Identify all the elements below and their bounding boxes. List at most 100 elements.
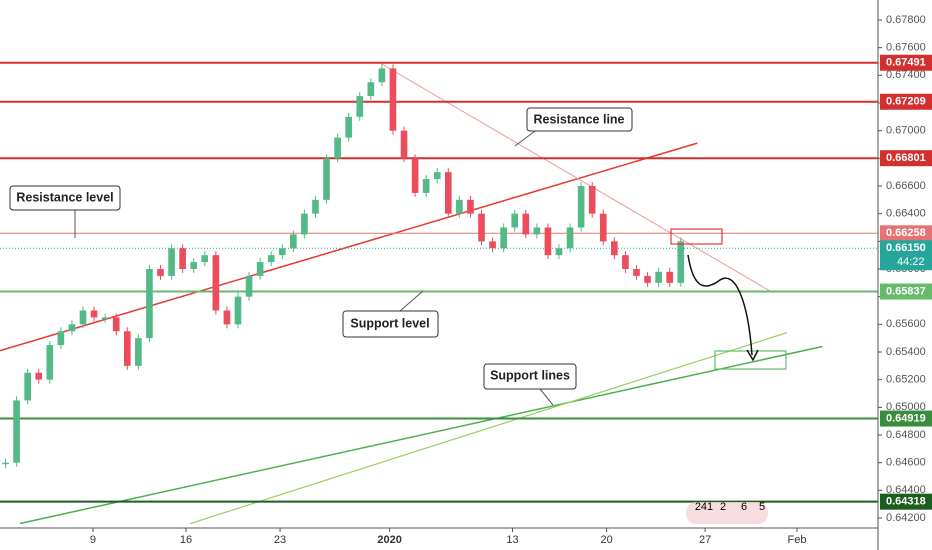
level-tag	[880, 150, 932, 167]
candle	[79, 310, 87, 325]
level-tag	[880, 410, 932, 427]
x-tick-label: 13	[506, 534, 518, 546]
candle	[234, 296, 242, 325]
stat: 5	[759, 501, 765, 513]
callout-text: Resistance line	[533, 112, 624, 126]
idea-stats: 241 2 6 5	[686, 501, 768, 524]
candle	[135, 338, 142, 366]
y-tick-label: 0.66400	[886, 208, 926, 220]
annotations: Resistance level Resistance line Support…	[9, 107, 787, 406]
level-tag	[880, 93, 932, 110]
x-tick-label: 16	[180, 534, 192, 546]
x-tick-label: 9	[90, 534, 96, 546]
candle	[622, 255, 629, 269]
y-tick-label: 0.67600	[886, 42, 926, 54]
candle	[35, 372, 43, 380]
candle	[611, 241, 618, 256]
candle	[123, 331, 131, 366]
level-tag	[880, 283, 932, 300]
callout	[9, 185, 121, 211]
candle	[223, 310, 231, 325]
candle	[456, 199, 463, 214]
callout	[526, 107, 633, 132]
callout-pointer	[399, 290, 424, 312]
candle	[356, 96, 364, 117]
candle	[467, 199, 474, 214]
level-label: 0.64919	[886, 412, 926, 424]
y-tick-label: 0.67400	[886, 69, 926, 81]
level-label: 0.66801	[886, 152, 926, 164]
plot-area	[0, 61, 878, 525]
last-price-label: 0.66150	[886, 242, 926, 254]
candle	[566, 227, 574, 249]
candle	[633, 269, 640, 276]
x-tick-label: 20	[600, 534, 612, 546]
last-price-tag	[880, 240, 932, 271]
target-box	[670, 228, 723, 245]
x-tick-label: Feb	[787, 534, 806, 546]
candle	[433, 172, 441, 180]
candle	[312, 199, 319, 214]
axis-background	[878, 0, 932, 550]
target-box	[714, 350, 787, 370]
candle	[544, 227, 552, 256]
stat: 241	[695, 501, 713, 513]
candle	[334, 137, 341, 159]
forecast-arrow	[687, 254, 753, 356]
candle	[655, 271, 662, 283]
y-tick-label: 0.65600	[886, 318, 926, 330]
level-label: 0.64318	[886, 496, 926, 508]
y-tick-label: 0.64400	[886, 484, 926, 496]
candle	[146, 269, 153, 339]
x-tick-label: 27	[699, 534, 711, 546]
trendline	[190, 332, 788, 525]
candle	[157, 269, 164, 276]
level-tag	[880, 225, 932, 242]
y-tick-label: 0.65200	[886, 374, 926, 386]
callout-pointer	[514, 130, 536, 147]
stat: 2	[720, 501, 726, 513]
level-label: 0.67209	[886, 96, 926, 108]
candle	[522, 213, 530, 235]
candle	[190, 262, 198, 269]
y-tick-label: 0.66600	[886, 180, 926, 192]
level-tag	[880, 493, 932, 510]
callout-text: Support level	[350, 316, 429, 330]
candle	[511, 213, 519, 228]
candle	[212, 255, 220, 311]
candle	[411, 158, 419, 193]
candle	[422, 179, 430, 193]
candle	[168, 248, 175, 276]
candle	[267, 255, 275, 263]
candle	[24, 372, 31, 401]
candle	[489, 241, 496, 249]
x-tick-label: 23	[274, 534, 286, 546]
callout-pointer	[539, 388, 554, 406]
candle	[323, 158, 330, 200]
callout-text: Support lines	[490, 368, 570, 382]
candle	[533, 227, 541, 235]
candle	[68, 324, 76, 332]
candle	[588, 186, 596, 214]
candle	[378, 68, 386, 83]
candle	[278, 248, 286, 256]
candle	[201, 255, 209, 263]
candle	[90, 310, 98, 318]
candle	[500, 227, 507, 249]
candle	[57, 331, 65, 346]
candle	[290, 234, 297, 249]
stat: 6	[741, 501, 747, 513]
callout	[483, 363, 577, 390]
candle	[644, 275, 651, 283]
candle	[101, 317, 109, 319]
level-label: 0.65837	[886, 285, 926, 297]
stats-pill	[686, 502, 768, 524]
countdown: 44:22	[897, 256, 925, 268]
candle	[478, 213, 485, 242]
candle	[345, 116, 352, 138]
candle	[444, 172, 452, 214]
x-tick-label: 2020	[377, 534, 401, 546]
